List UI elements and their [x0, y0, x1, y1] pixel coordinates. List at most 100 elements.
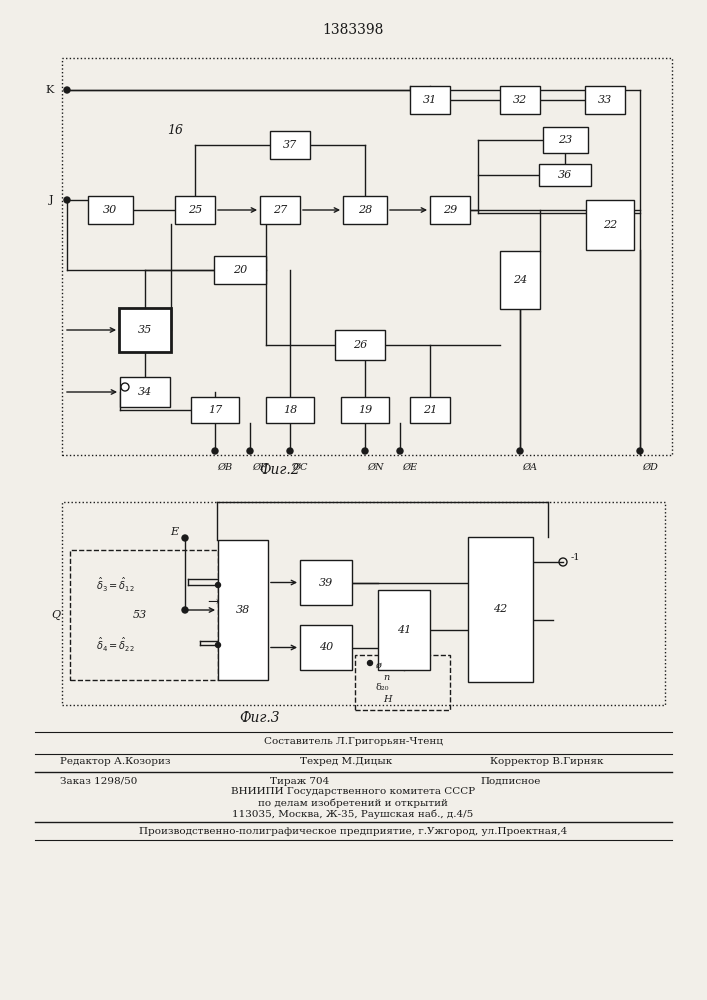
- Text: ØN: ØN: [367, 462, 383, 472]
- Text: $\hat{\delta}_3=\hat{\delta}_{12}$: $\hat{\delta}_3=\hat{\delta}_{12}$: [95, 576, 134, 594]
- Bar: [500, 251, 540, 309]
- Text: 1383398: 1383398: [322, 23, 384, 37]
- Text: Фиг.3: Фиг.3: [240, 711, 280, 725]
- Bar: [120, 377, 170, 407]
- Text: 24: 24: [513, 275, 527, 285]
- Text: 36: 36: [558, 170, 572, 180]
- Circle shape: [368, 660, 373, 666]
- Text: ØB: ØB: [217, 462, 232, 472]
- Text: 18: 18: [283, 405, 297, 415]
- Text: δ₂₀: δ₂₀: [375, 684, 389, 692]
- Text: 32: 32: [513, 95, 527, 105]
- Bar: [500, 86, 540, 114]
- Text: ØF: ØF: [252, 462, 267, 472]
- Bar: [335, 330, 385, 360]
- Text: →: →: [207, 595, 218, 609]
- Circle shape: [287, 448, 293, 454]
- Bar: [62, 58, 672, 455]
- Bar: [343, 196, 387, 224]
- Bar: [300, 560, 352, 605]
- Text: H: H: [383, 696, 392, 704]
- Text: 19: 19: [358, 405, 372, 415]
- Text: Фиг.2: Фиг.2: [259, 463, 300, 477]
- Bar: [62, 502, 665, 705]
- Text: 35: 35: [138, 325, 152, 335]
- Bar: [542, 127, 588, 153]
- Text: 20: 20: [233, 265, 247, 275]
- Bar: [119, 308, 171, 352]
- Circle shape: [637, 448, 643, 454]
- Text: ØE: ØE: [402, 462, 417, 472]
- Circle shape: [64, 197, 70, 203]
- Bar: [430, 196, 470, 224]
- Bar: [378, 590, 430, 670]
- Text: 30: 30: [103, 205, 117, 215]
- Text: Составитель Л.Григорьян-Чтенц: Составитель Л.Григорьян-Чтенц: [264, 738, 443, 746]
- Bar: [218, 540, 268, 680]
- Circle shape: [216, 582, 221, 587]
- Text: -1: -1: [571, 552, 580, 562]
- Circle shape: [362, 448, 368, 454]
- Text: ВНИИПИ Государственного комитета СССР: ВНИИПИ Государственного комитета СССР: [231, 788, 475, 796]
- Text: 38: 38: [236, 605, 250, 615]
- Bar: [410, 397, 450, 423]
- Text: 17: 17: [208, 405, 222, 415]
- Bar: [341, 397, 389, 423]
- Text: 25: 25: [188, 205, 202, 215]
- Text: 53: 53: [133, 610, 147, 620]
- Bar: [260, 196, 300, 224]
- Bar: [355, 655, 450, 710]
- Bar: [266, 397, 314, 423]
- Text: Производственно-полиграфическое предприятие, г.Ужгород, ул.Проектная,4: Производственно-полиграфическое предприя…: [139, 826, 567, 836]
- Bar: [585, 86, 625, 114]
- Circle shape: [517, 448, 523, 454]
- Bar: [270, 131, 310, 159]
- Bar: [175, 196, 215, 224]
- Text: K: K: [46, 85, 54, 95]
- Text: 26: 26: [353, 340, 367, 350]
- Circle shape: [397, 448, 403, 454]
- Circle shape: [216, 643, 221, 648]
- Text: 22: 22: [603, 220, 617, 230]
- Circle shape: [64, 87, 70, 93]
- Text: E: E: [170, 527, 178, 537]
- Text: Редактор А.Козориз: Редактор А.Козориз: [60, 758, 170, 766]
- Bar: [191, 397, 239, 423]
- Text: 23: 23: [558, 135, 572, 145]
- Text: 41: 41: [397, 625, 411, 635]
- Bar: [88, 196, 132, 224]
- Text: 113035, Москва, Ж-35, Раушская наб., д.4/5: 113035, Москва, Ж-35, Раушская наб., д.4…: [233, 809, 474, 819]
- Text: ø: ø: [375, 660, 381, 670]
- Bar: [539, 164, 591, 186]
- Text: по делам изобретений и открытий: по делам изобретений и открытий: [258, 798, 448, 808]
- Text: ØA: ØA: [522, 462, 537, 472]
- Text: 34: 34: [138, 387, 152, 397]
- Text: ØD: ØD: [642, 462, 658, 472]
- Text: Подписное: Подписное: [480, 776, 540, 786]
- Text: Заказ 1298/50: Заказ 1298/50: [60, 776, 137, 786]
- Text: J: J: [49, 195, 54, 205]
- Bar: [214, 256, 266, 284]
- Circle shape: [182, 535, 188, 541]
- Text: n: n: [383, 672, 390, 682]
- Text: ØC: ØC: [292, 462, 308, 472]
- Text: 39: 39: [319, 578, 333, 587]
- Text: 27: 27: [273, 205, 287, 215]
- Circle shape: [247, 448, 253, 454]
- Circle shape: [182, 607, 188, 613]
- Text: 42: 42: [493, 604, 508, 614]
- Bar: [300, 625, 352, 670]
- Text: 28: 28: [358, 205, 372, 215]
- Text: 29: 29: [443, 205, 457, 215]
- Text: Q: Q: [51, 610, 60, 620]
- Text: 21: 21: [423, 405, 437, 415]
- Text: Техред М.Дицык: Техред М.Дицык: [300, 758, 392, 766]
- Text: 40: 40: [319, 643, 333, 652]
- Bar: [586, 200, 634, 250]
- Text: 31: 31: [423, 95, 437, 105]
- Text: 16: 16: [167, 123, 183, 136]
- Bar: [468, 537, 533, 682]
- Text: Корректор В.Гирняк: Корректор В.Гирняк: [490, 758, 604, 766]
- Text: 37: 37: [283, 140, 297, 150]
- Text: 33: 33: [598, 95, 612, 105]
